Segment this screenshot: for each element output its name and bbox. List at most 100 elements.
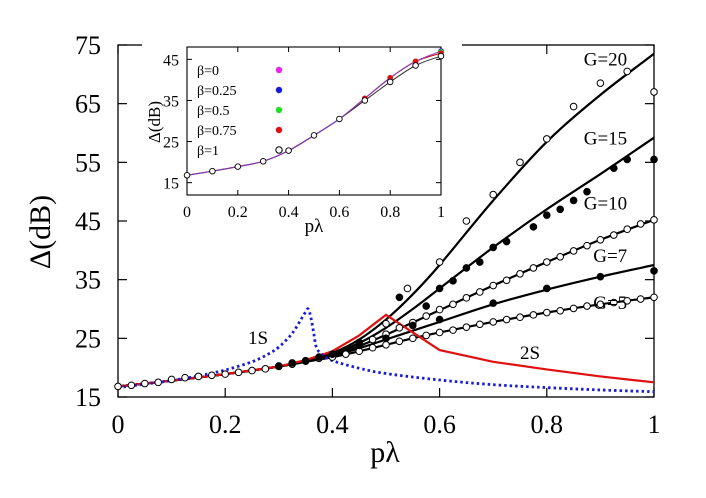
inset-legend-marker <box>275 126 283 134</box>
open-data-point <box>569 304 578 313</box>
open-data-point <box>435 258 444 266</box>
inset-point-open <box>412 62 419 69</box>
inset-points <box>183 48 445 179</box>
open-data-point <box>167 375 176 384</box>
filled-data-point <box>288 359 297 367</box>
open-data-point <box>409 334 417 343</box>
inset-chart: 0 0.2 0.4 0.6 0.8 1 15 25 35 45 Δ(dB) pλ β=0 β=0.… <box>142 42 462 237</box>
curve-g10 <box>117 218 655 388</box>
filled-data-point <box>328 350 337 358</box>
inset-legend-label: β=0.5 <box>197 104 230 119</box>
open-data-point <box>610 298 618 307</box>
main-points <box>114 67 658 391</box>
inset-point-open <box>437 52 445 60</box>
open-data-point <box>636 295 645 303</box>
curve-label-g10: G=10 <box>584 193 627 214</box>
open-data-point <box>596 235 605 244</box>
open-data-point <box>529 264 538 272</box>
main-y-tick-label: 15 <box>75 383 101 412</box>
inset-x-tick-label: 0.8 <box>380 204 400 221</box>
open-data-point <box>435 328 444 337</box>
open-data-point <box>449 300 457 309</box>
open-data-point <box>462 294 471 302</box>
open-data-point <box>181 373 189 382</box>
filled-data-point <box>583 187 591 196</box>
open-data-point <box>261 365 270 373</box>
main-chart: 0 0.2 0.4 0.6 0.8 1 15 25 35 45 55 65 75 Δ(dB) pλ G… <box>24 31 661 469</box>
filled-data-point <box>556 205 565 214</box>
inset-x-tick-label: 0.6 <box>329 204 349 221</box>
main-y-tick-label: 25 <box>75 324 101 353</box>
filled-data-point <box>435 284 444 293</box>
open-data-point <box>395 337 404 346</box>
filled-data-point <box>275 362 283 370</box>
filled-data-point <box>543 284 551 293</box>
filled-data-point <box>409 321 417 330</box>
open-data-point <box>543 135 551 143</box>
filled-data-point <box>422 302 431 310</box>
open-data-point <box>502 315 511 324</box>
open-data-point <box>221 370 229 378</box>
filled-data-point <box>449 277 457 285</box>
open-data-point <box>368 343 377 352</box>
open-data-point <box>234 368 243 377</box>
open-data-point <box>623 296 632 305</box>
open-data-point <box>516 270 524 278</box>
open-data-point <box>516 313 524 322</box>
inset-point-open <box>259 158 267 165</box>
inset-legend-label: β=1 <box>197 144 219 159</box>
open-data-point <box>489 190 498 199</box>
inset-point-open <box>336 115 343 123</box>
open-data-point <box>403 284 412 293</box>
open-data-point <box>556 306 565 315</box>
inset-point-open <box>310 132 318 139</box>
open-data-point <box>583 302 591 310</box>
filled-data-point <box>569 196 578 205</box>
inset-point-open <box>361 97 369 104</box>
main-x-tick-label: 0.8 <box>531 410 564 439</box>
open-data-point <box>422 312 431 320</box>
inset-point-open <box>234 163 242 170</box>
main-x-axis-label: pλ <box>370 436 400 469</box>
main-y-tick-label: 75 <box>75 31 101 60</box>
inset-x-tick-label: 1 <box>437 204 445 221</box>
filled-data-point <box>382 334 390 343</box>
inset-y-ticks: 15 25 35 45 <box>163 52 441 193</box>
open-data-point <box>489 318 498 326</box>
open-data-point <box>623 225 632 234</box>
filled-data-point <box>596 272 605 281</box>
open-data-point <box>382 340 390 349</box>
inset-x-axis-label: pλ <box>305 216 325 237</box>
open-data-point <box>422 331 431 340</box>
inset-x-tick-label: 0.2 <box>228 204 248 221</box>
filled-data-point <box>476 258 484 266</box>
inset-legend: β=0 β=0.25 β=0.5 β=0.75 β=1 <box>197 64 283 159</box>
open-data-point <box>596 79 605 87</box>
inset-legend-marker <box>275 146 283 154</box>
open-data-point <box>208 371 216 380</box>
open-data-point <box>194 372 203 381</box>
filled-data-point <box>489 299 498 307</box>
open-data-point <box>489 281 498 290</box>
curve-s1 <box>117 307 655 394</box>
inset-legend-label: β=0.75 <box>197 124 237 139</box>
main-y-tick-label: 35 <box>75 266 101 295</box>
main-y-tick-label: 65 <box>75 90 101 119</box>
open-data-point <box>596 300 605 309</box>
open-data-point <box>395 323 404 332</box>
open-data-point <box>449 326 457 334</box>
open-data-point <box>650 88 658 96</box>
open-data-point <box>569 102 578 111</box>
curve-label-g5: G=5 <box>593 293 627 314</box>
open-data-point <box>462 217 471 225</box>
inset-legend-marker <box>275 86 283 94</box>
inset-point-open <box>285 147 292 154</box>
main-x-tick-label: 0 <box>112 410 125 439</box>
curve-s2 <box>117 313 655 388</box>
inset-x-ticks: 0 0.2 0.4 0.6 0.8 1 <box>183 47 445 221</box>
filled-data-point <box>315 353 323 361</box>
open-data-point <box>342 350 350 358</box>
filled-data-point <box>650 155 658 164</box>
curve-label-g7: G=7 <box>593 246 627 267</box>
